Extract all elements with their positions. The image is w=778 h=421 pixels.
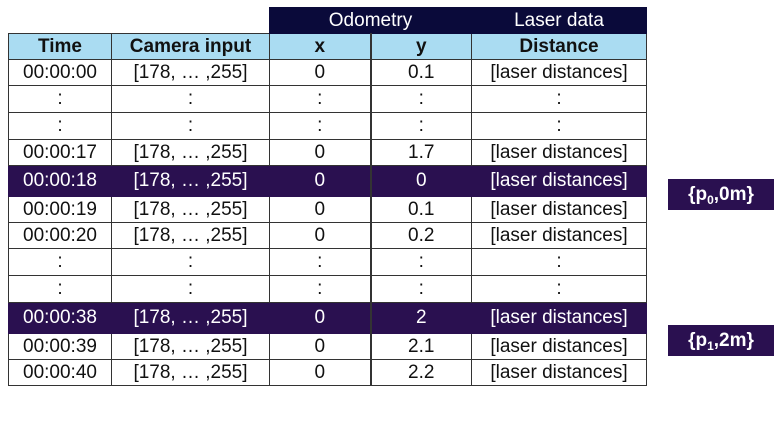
cell-time: 00:00:40 (8, 359, 112, 386)
pose-close: ,0m} (713, 183, 754, 205)
odometry-log-table: Odometry Laser data Time Camera input x … (8, 7, 647, 386)
cell-x: 0 (269, 222, 372, 249)
cell-camera: [178, … ,255] (111, 139, 270, 166)
cell-camera: [178, … ,255] (111, 302, 270, 334)
cell-distance: [laser distances] (471, 302, 647, 334)
cell-x: 0 (269, 333, 372, 360)
pose-label-p1: {p 1,2m} (668, 325, 774, 356)
cell-time: 00:00:18 (8, 165, 112, 197)
column-header-row: Time Camera input x y Distance (8, 33, 647, 60)
cell-x: : (269, 248, 372, 276)
cell-x: : (269, 275, 372, 303)
table-row: : : : : : (8, 112, 647, 140)
cell-time: 00:00:20 (8, 222, 112, 249)
group-odometry: Odometry (269, 7, 472, 34)
cell-camera: [178, … ,255] (111, 59, 270, 86)
cell-distance: : (471, 248, 647, 276)
cell-camera: [178, … ,255] (111, 196, 270, 223)
cell-distance: : (471, 112, 647, 140)
col-y: y (369, 33, 472, 60)
col-camera-input: Camera input (111, 33, 270, 60)
cell-x: : (269, 85, 372, 113)
cell-y: 2 (369, 302, 472, 334)
cell-time: : (8, 248, 112, 276)
cell-camera: [178, … ,255] (111, 222, 270, 249)
table-row: 00:00:39 [178, … ,255] 0 2.1 [laser dist… (8, 333, 647, 360)
cell-y: : (369, 112, 472, 140)
cell-distance: [laser distances] (471, 333, 647, 360)
cell-time: 00:00:38 (8, 302, 112, 334)
cell-y: 0.1 (369, 196, 472, 223)
cell-y: 0.2 (369, 222, 472, 249)
cell-x: 0 (269, 196, 372, 223)
cell-distance: [laser distances] (471, 165, 647, 197)
cell-y: 2.2 (369, 359, 472, 386)
col-x: x (269, 33, 372, 60)
table-row: : : : : : (8, 85, 647, 113)
cell-y: : (369, 85, 472, 113)
table-row: : : : : : (8, 275, 647, 303)
cell-distance: [laser distances] (471, 196, 647, 223)
cell-distance: [laser distances] (471, 359, 647, 386)
table-row: 00:00:19 [178, … ,255] 0 0.1 [laser dist… (8, 196, 647, 223)
cell-camera: [178, … ,255] (111, 333, 270, 360)
cell-time: 00:00:17 (8, 139, 112, 166)
cell-time: : (8, 275, 112, 303)
cell-x: 0 (269, 302, 372, 334)
cell-camera: [178, … ,255] (111, 165, 270, 197)
cell-x: 0 (269, 59, 372, 86)
cell-x: 0 (269, 139, 372, 166)
cell-distance: [laser distances] (471, 139, 647, 166)
cell-distance: [laser distances] (471, 222, 647, 249)
pose-close: ,2m} (713, 329, 754, 351)
cell-y: 2.1 (369, 333, 472, 360)
col-time: Time (8, 33, 112, 60)
cell-x: 0 (269, 359, 372, 386)
cell-y: 1.7 (369, 139, 472, 166)
group-header-row: Odometry Laser data (9, 7, 647, 34)
highlighted-row-p0: 00:00:18 [178, … ,255] 0 0 [laser distan… (8, 165, 647, 197)
table-row: 00:00:17 [178, … ,255] 0 1.7 [laser dist… (8, 139, 647, 166)
cell-time: 00:00:19 (8, 196, 112, 223)
pose-subscript: 1 (707, 338, 714, 353)
pose-open: {p (688, 183, 708, 205)
table-row: 00:00:00 [178, … ,255] 0 0.1 [laser dist… (8, 59, 647, 86)
pose-subscript: 0 (707, 192, 714, 207)
cell-x: 0 (269, 165, 372, 197)
cell-time: : (8, 85, 112, 113)
cell-y: 0 (369, 165, 472, 197)
cell-time: 00:00:00 (8, 59, 112, 86)
cell-distance: [laser distances] (471, 59, 647, 86)
cell-camera: [178, … ,255] (111, 359, 270, 386)
cell-camera: : (111, 275, 270, 303)
table-row: : : : : : (8, 248, 647, 276)
table-row: 00:00:40 [178, … ,255] 0 2.2 [laser dist… (8, 359, 647, 386)
cell-x: : (269, 112, 372, 140)
cell-distance: : (471, 85, 647, 113)
cell-time: : (8, 112, 112, 140)
col-distance: Distance (471, 33, 647, 60)
cell-camera: : (111, 248, 270, 276)
cell-y: : (369, 275, 472, 303)
cell-camera: : (111, 112, 270, 140)
cell-time: 00:00:39 (8, 333, 112, 360)
cell-distance: : (471, 275, 647, 303)
cell-y: : (369, 248, 472, 276)
cell-y: 0.1 (369, 59, 472, 86)
pose-label-p0: {p 0,0m} (668, 179, 774, 210)
pose-open: {p (688, 329, 708, 351)
cell-camera: : (111, 85, 270, 113)
group-laser-data: Laser data (471, 7, 647, 34)
highlighted-row-p1: 00:00:38 [178, … ,255] 0 2 [laser distan… (8, 302, 647, 334)
table-row: 00:00:20 [178, … ,255] 0 0.2 [laser dist… (8, 222, 647, 249)
